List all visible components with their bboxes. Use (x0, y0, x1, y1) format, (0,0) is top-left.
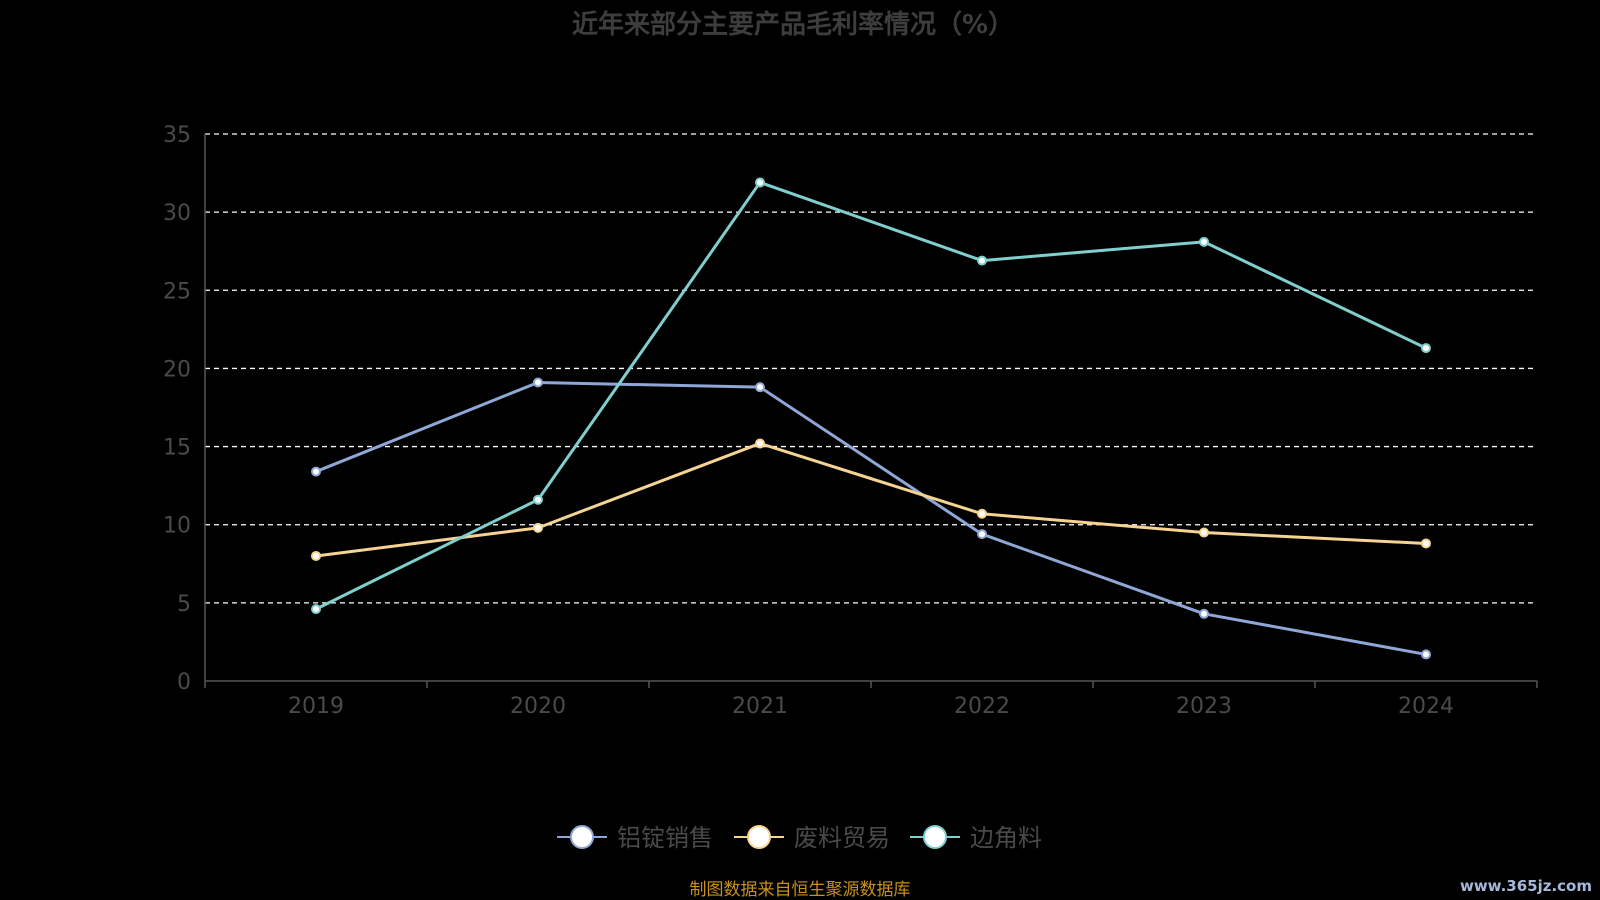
legend-marker-2[interactable] (747, 825, 771, 849)
x-tick-label: 2021 (732, 694, 788, 719)
data-point-series-3[interactable] (311, 604, 321, 615)
data-point-series-1[interactable] (977, 529, 987, 540)
y-tick-label: 20 (163, 357, 191, 382)
source-note: 制图数据来自恒生聚源数据库 (690, 880, 911, 900)
grid-layer (205, 133, 1537, 604)
data-point-series-2[interactable] (1199, 527, 1209, 538)
data-point-series-3[interactable] (977, 255, 987, 266)
y-tick-label: 30 (163, 201, 191, 226)
data-point-series-3[interactable] (1199, 236, 1209, 247)
data-point-series-1[interactable] (533, 377, 543, 388)
data-point-series-2[interactable] (311, 550, 321, 561)
data-point-series-2[interactable] (1421, 538, 1431, 549)
data-point-series-1[interactable] (755, 382, 765, 393)
legend-label-3[interactable]: 边角料 (970, 824, 1042, 852)
legend-label-2[interactable]: 废料贸易 (794, 824, 890, 852)
series-layer (311, 177, 1431, 660)
x-tick-label: 2019 (288, 694, 344, 719)
y-tick-label: 15 (163, 436, 191, 461)
data-point-series-3[interactable] (1421, 343, 1431, 354)
axis-layer: 0 5 10 15 20 25 30 35 2019 2020 2021 2022 2023 2024 (163, 123, 1538, 719)
x-tick-label: 2022 (954, 694, 1010, 719)
data-point-series-1[interactable] (1199, 608, 1209, 619)
data-point-series-1[interactable] (1421, 649, 1431, 660)
y-tick-label: 0 (177, 670, 191, 695)
y-tick-label: 35 (163, 123, 191, 148)
y-tick-label: 5 (177, 592, 191, 617)
series-line-3 (314, 180, 1428, 611)
data-point-series-3[interactable] (533, 494, 543, 505)
legend-label-1[interactable]: 铝锭销售 (617, 824, 713, 852)
watermark: www.365jz.com (1460, 877, 1592, 895)
legend-marker-3[interactable] (923, 825, 947, 849)
data-point-series-2[interactable] (755, 438, 765, 449)
data-point-series-3[interactable] (755, 177, 765, 188)
x-tick-label: 2024 (1398, 694, 1454, 719)
y-tick-label: 10 (163, 514, 191, 539)
chart-title: 近年来部分主要产品毛利率情况（%） (572, 9, 1014, 40)
series-line-2 (314, 441, 1428, 558)
data-point-series-1[interactable] (311, 466, 321, 477)
x-tick-label: 2020 (510, 694, 566, 719)
x-tick-label: 2023 (1176, 694, 1232, 719)
y-tick-label: 25 (163, 279, 191, 304)
legend-marker-1[interactable] (570, 825, 594, 849)
legend: 铝锭销售 废料贸易 边角料 (557, 824, 1042, 852)
data-point-series-2[interactable] (977, 508, 987, 519)
series-line-1 (314, 380, 1428, 656)
data-point-series-2[interactable] (533, 522, 543, 533)
